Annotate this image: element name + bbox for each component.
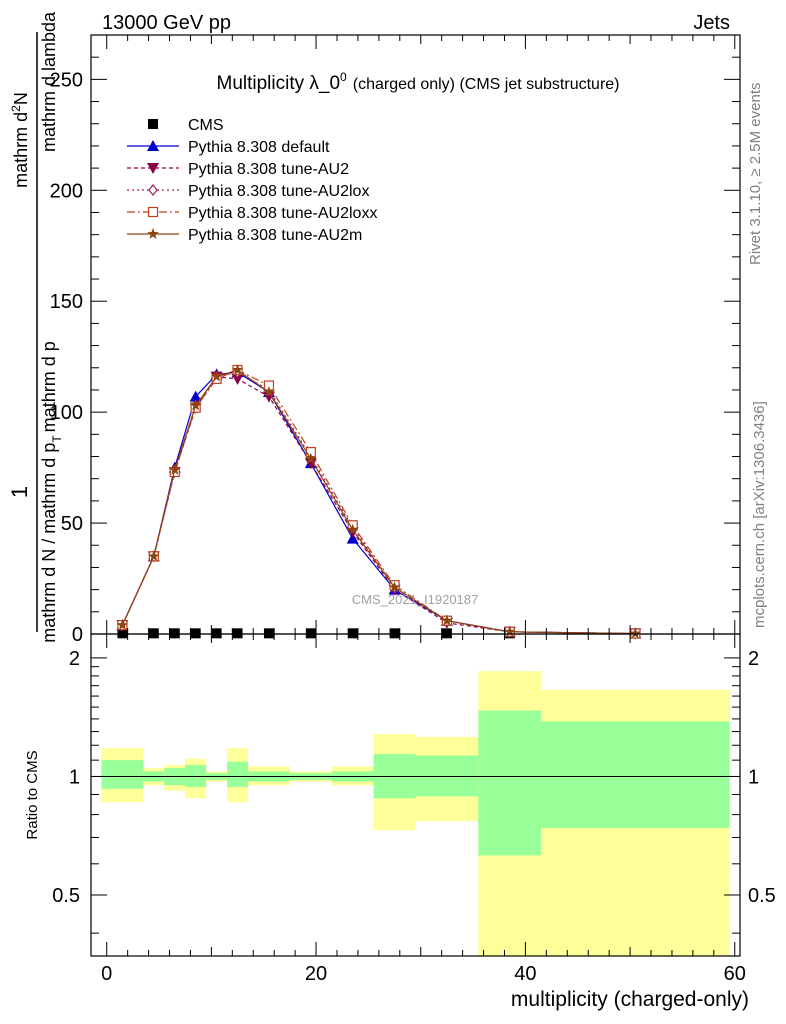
y-label-denominator-main: mathrm d N / mathrm d p bbox=[39, 443, 59, 643]
chart-title-sup: 0 bbox=[340, 70, 347, 84]
y-label-numerator-2-main: mathrm d bbox=[11, 112, 31, 188]
legend-label-pythia-8-308-default: Pythia 8.308 default bbox=[188, 139, 330, 156]
data-point-cms bbox=[232, 628, 243, 639]
y-tick-label: 0 bbox=[72, 624, 83, 646]
ratio-band-green bbox=[101, 760, 144, 789]
data-point-pythia-8-308-tune-au2 bbox=[304, 458, 317, 470]
watermark: CMS_2021_I1920187 bbox=[352, 592, 479, 607]
y-tick-label: 50 bbox=[61, 513, 83, 535]
y-label-lambda: mathrm d lambda bbox=[39, 11, 59, 152]
data-point-pythia-8-308-default bbox=[189, 390, 202, 402]
ratio-tick-label-right: 1 bbox=[748, 766, 759, 788]
data-point-pythia-8-308-tune-au2m bbox=[189, 399, 202, 411]
legend-marker-pythia-8-308-tune-au2lox bbox=[148, 184, 158, 196]
ratio-band-green bbox=[227, 761, 249, 788]
legend-label-pythia-8-308-tune-au2m: Pythia 8.308 tune-AU2m bbox=[188, 227, 362, 244]
legend-marker-pythia-8-308-tune-au2loxx bbox=[147, 206, 159, 218]
data-point-pythia-8-308-tune-au2m bbox=[116, 619, 129, 630]
rivet-label: Rivet 3.1.10, ≥ 2.5M events bbox=[747, 83, 764, 266]
legend-marker-pythia-8-308-tune-au2m bbox=[147, 228, 159, 239]
data-point-cms bbox=[169, 628, 180, 639]
ratio-tick-label-right: 2 bbox=[748, 648, 759, 670]
legend-label-cms: CMS bbox=[188, 117, 224, 134]
legend-label-pythia-8-308-tune-au2: Pythia 8.308 tune-AU2 bbox=[188, 161, 349, 178]
y-label-denominator-sub: T bbox=[50, 435, 64, 443]
x-tick-label: 60 bbox=[724, 963, 746, 985]
data-point-cms bbox=[441, 628, 452, 639]
data-point-cms bbox=[117, 628, 128, 639]
data-point-pythia-8-308-tune-au2m bbox=[504, 625, 516, 637]
chart-title-main: Multiplicity λ_0 bbox=[217, 73, 341, 94]
data-point-pythia-8-308-tune-au2m bbox=[148, 550, 160, 562]
y-label-numerator-1: 1 bbox=[7, 486, 32, 498]
data-point-pythia-8-308-tune-au2m bbox=[629, 627, 642, 639]
y-label-denominator: mathrm d N / mathrm d pTmathrm d p bbox=[39, 341, 64, 642]
data-point-cms bbox=[148, 628, 159, 639]
ratio-tick-label-left: 0.5 bbox=[52, 885, 80, 907]
legend-marker-cms bbox=[148, 119, 158, 129]
x-tick-label: 20 bbox=[305, 963, 327, 985]
y-label-denominator-tail: mathrm d p bbox=[39, 341, 59, 432]
y-tick-label: 200 bbox=[50, 180, 83, 202]
ratio-tick-label-left: 2 bbox=[69, 648, 80, 670]
y-label-numerator-2-sup: 2 bbox=[9, 105, 23, 112]
data-point-pythia-8-308-tune-au2m bbox=[346, 523, 359, 535]
header-process-label: Jets bbox=[693, 12, 730, 34]
x-tick-label: 0 bbox=[101, 963, 112, 985]
legend-label-pythia-8-308-tune-au2loxx: Pythia 8.308 tune-AU2loxx bbox=[188, 205, 377, 222]
data-point-pythia-8-308-tune-au2m bbox=[441, 614, 453, 626]
data-point-cms bbox=[305, 628, 316, 639]
ratio-y-label: Ratio to CMS bbox=[24, 750, 41, 839]
data-point-pythia-8-308-tune-au2m bbox=[231, 364, 244, 375]
mcplots-label: mcplots.cern.ch [arXiv:1306.3436] bbox=[751, 401, 768, 628]
legend-label-pythia-8-308-tune-au2lox: Pythia 8.308 tune-AU2lox bbox=[188, 183, 369, 200]
data-point-pythia-8-308-tune-au2m bbox=[169, 463, 181, 475]
y-tick-label: 100 bbox=[50, 402, 83, 424]
legend: CMS Pythia 8.308 default Pythia 8.308 tune… bbox=[127, 117, 377, 244]
data-point-cms bbox=[190, 628, 201, 639]
ratio-band-green bbox=[541, 721, 730, 828]
data-point-pythia-8-308-tune-au2m bbox=[263, 386, 275, 398]
y-tick-label: 250 bbox=[50, 69, 83, 91]
legend-marker-pythia-8-308-default bbox=[147, 140, 159, 151]
header-energy-label: 13000 GeV pp bbox=[102, 12, 231, 34]
ratio-frame bbox=[90, 633, 741, 957]
y-axis-label: 1 mathrm d N / mathrm d pTmathrm d p mat… bbox=[7, 11, 64, 643]
data-point-cms bbox=[347, 628, 358, 639]
data-point-pythia-8-308-tune-au2 bbox=[231, 373, 244, 385]
data-point-cms bbox=[263, 628, 274, 639]
ratio-tick-label-right: 0.5 bbox=[748, 885, 776, 907]
main-series bbox=[116, 364, 642, 640]
chart-title-suffix: (charged only) (CMS jet substructure) bbox=[353, 76, 620, 93]
data-point-pythia-8-308-tune-au2m bbox=[388, 581, 401, 593]
y-label-numerator-2: mathrm d2N bbox=[9, 92, 31, 188]
data-point-cms bbox=[389, 628, 400, 639]
x-tick-label: 40 bbox=[514, 963, 536, 985]
legend-marker-pythia-8-308-tune-au2 bbox=[147, 163, 159, 174]
data-point-pythia-8-308-tune-au2m bbox=[210, 370, 223, 382]
ratio-tick-label-left: 1 bbox=[69, 766, 80, 788]
y-label-numerator-2-tail: N bbox=[11, 92, 31, 105]
data-point-cms bbox=[211, 628, 222, 639]
ratio-bands bbox=[91, 671, 740, 956]
y-tick-label: 150 bbox=[50, 291, 83, 313]
ratio-axes: 0 20 40 60 0.5 0.5 1 1 2 2 bbox=[52, 35, 776, 985]
data-point-pythia-8-308-default bbox=[346, 532, 359, 544]
chart-title: Multiplicity λ_00 (charged only) (CMS jet… bbox=[217, 70, 620, 94]
x-axis-label: multiplicity (charged-only) bbox=[511, 988, 749, 1011]
data-point-pythia-8-308-tune-au2m bbox=[305, 452, 317, 464]
ratio-band-green bbox=[478, 710, 542, 856]
